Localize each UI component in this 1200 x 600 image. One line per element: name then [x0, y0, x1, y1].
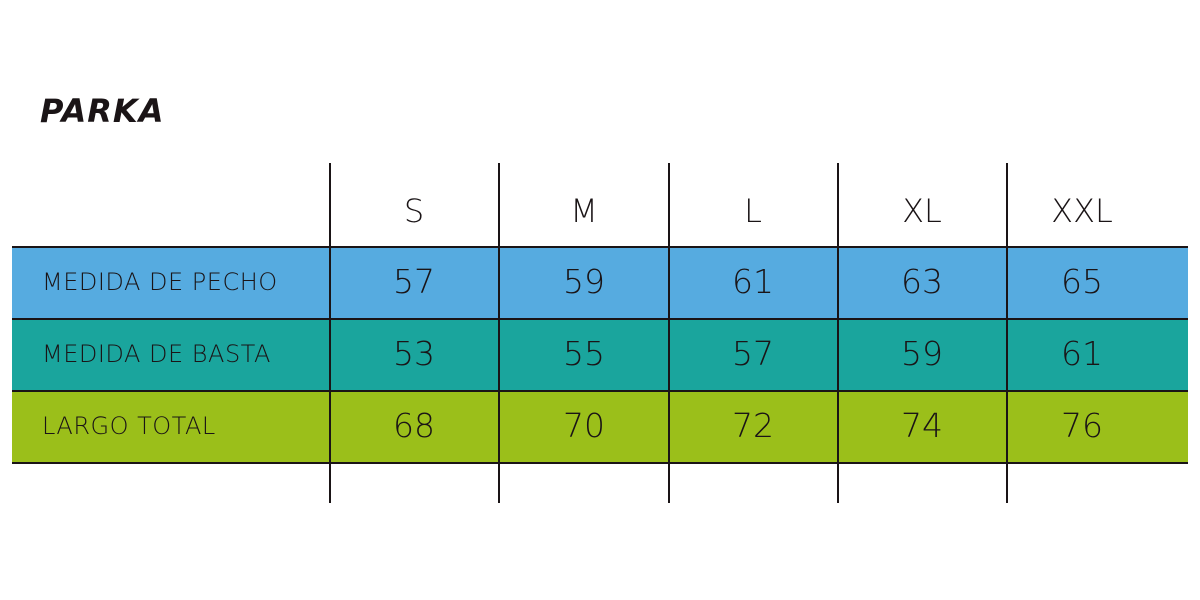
- column-divider: [498, 163, 500, 503]
- column-header: XXL: [1051, 192, 1113, 230]
- column-divider: [668, 163, 670, 503]
- value-cell: 55: [563, 334, 605, 373]
- column-divider: [1006, 163, 1008, 503]
- column-header: M: [570, 192, 598, 230]
- row-label: MEDIDA DE BASTA: [42, 340, 271, 368]
- value-cell: 61: [732, 262, 774, 301]
- row-label: LARGO TOTAL: [42, 412, 216, 440]
- value-cell: 57: [732, 334, 774, 373]
- row-band: [12, 319, 1188, 391]
- value-cell: 59: [563, 262, 605, 301]
- value-cell: 61: [1061, 334, 1103, 373]
- column-divider: [329, 163, 331, 503]
- value-cell: 72: [732, 406, 774, 445]
- row-divider: [12, 318, 1188, 320]
- value-cell: 74: [901, 406, 943, 445]
- row-divider: [12, 390, 1188, 392]
- value-cell: 59: [901, 334, 943, 373]
- row-divider: [12, 462, 1188, 464]
- value-cell: 76: [1061, 406, 1103, 445]
- row-divider: [12, 246, 1188, 248]
- value-cell: 53: [393, 334, 435, 373]
- row-band: [12, 247, 1188, 319]
- value-cell: 68: [393, 406, 435, 445]
- column-divider: [837, 163, 839, 503]
- value-cell: 57: [393, 262, 435, 301]
- value-cell: 70: [563, 406, 605, 445]
- value-cell: 63: [901, 262, 943, 301]
- row-band: [12, 391, 1188, 463]
- value-cell: 65: [1061, 262, 1103, 301]
- column-header: XL: [902, 192, 942, 230]
- title: PARKA: [40, 92, 165, 130]
- row-label: MEDIDA DE PECHO: [42, 268, 278, 296]
- column-header: L: [744, 192, 762, 230]
- column-header: S: [403, 192, 425, 230]
